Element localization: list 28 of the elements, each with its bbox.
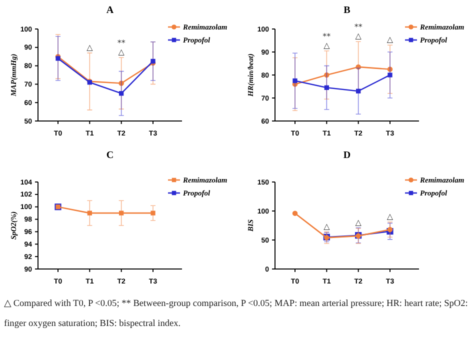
annotation: ** xyxy=(354,22,362,32)
point xyxy=(356,64,361,70)
point xyxy=(387,66,393,72)
annotation: ** xyxy=(322,32,331,41)
point xyxy=(118,80,124,86)
point xyxy=(356,88,361,94)
annotation: △ xyxy=(386,212,394,222)
annotation: ** xyxy=(117,38,126,48)
point xyxy=(387,226,393,232)
chart-title: D xyxy=(343,150,351,161)
chart-title: B xyxy=(344,5,351,16)
annotation: △ xyxy=(355,32,362,41)
point xyxy=(119,91,124,96)
chart-title: A xyxy=(106,5,114,16)
point xyxy=(388,72,392,78)
point xyxy=(292,78,298,84)
annotation: △ xyxy=(386,35,394,44)
point xyxy=(324,72,330,78)
annotation: △ xyxy=(355,218,362,227)
annotation: △ xyxy=(118,48,126,57)
annotation: △ xyxy=(324,40,331,50)
annotation: △ xyxy=(324,222,331,231)
chart-title: C xyxy=(106,150,114,161)
text: △ Compared with T0, P <0.05; ** Between-group comparison, P <0.05; MAP: mean arterial pressure; HR: heart rate; SpO2: finger oxygen saturation; BIS: bispectral index. xyxy=(4,298,469,331)
point xyxy=(292,210,298,216)
annotation: △ xyxy=(86,42,94,52)
point xyxy=(56,56,60,61)
point xyxy=(324,85,329,90)
